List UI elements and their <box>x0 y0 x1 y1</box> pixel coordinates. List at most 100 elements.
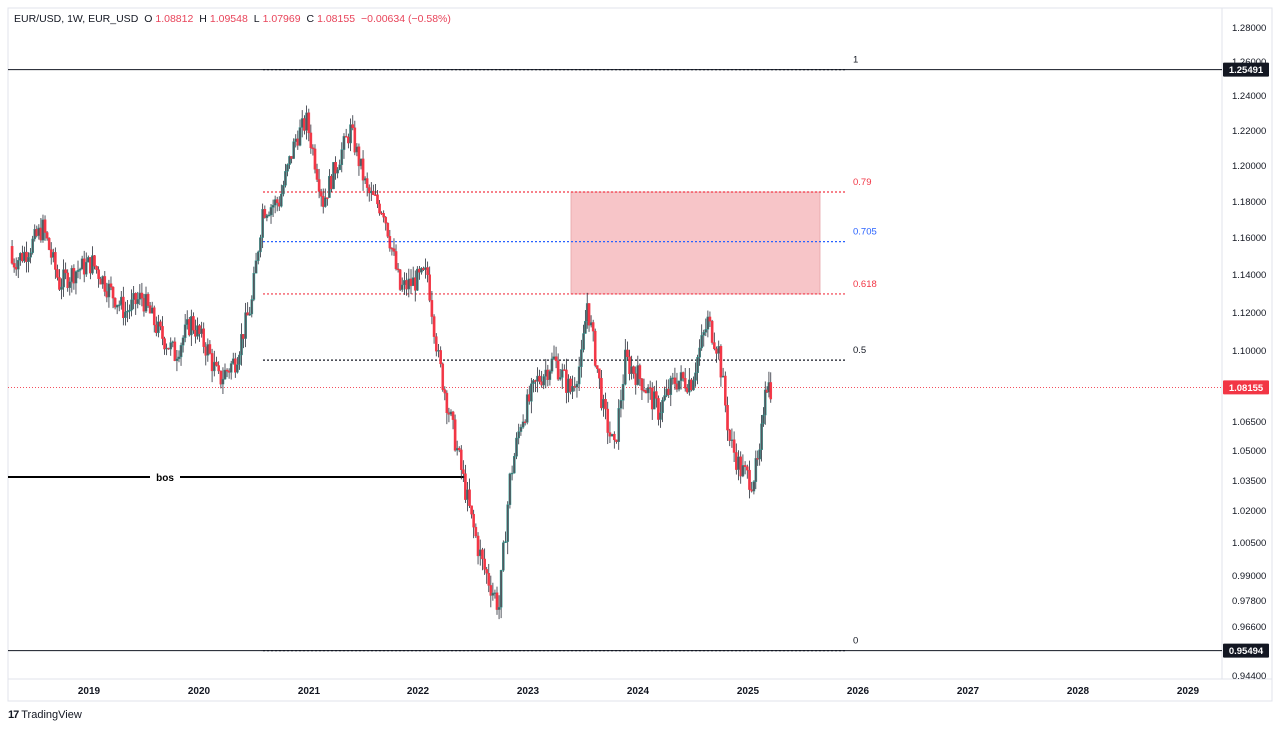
candle-body[interactable] <box>508 473 512 505</box>
candle-body[interactable] <box>64 269 67 274</box>
candle-body[interactable] <box>282 185 285 195</box>
candle-body[interactable] <box>434 336 438 352</box>
candle-body[interactable] <box>513 456 516 474</box>
candle-body[interactable] <box>717 346 721 354</box>
candle-body[interactable] <box>392 248 396 252</box>
candle-body[interactable] <box>624 349 627 385</box>
candle-body[interactable] <box>163 338 166 350</box>
candle-body[interactable] <box>582 333 585 350</box>
candle-body[interactable] <box>181 337 185 346</box>
candle-body[interactable] <box>388 236 392 249</box>
candle-body[interactable] <box>610 433 614 437</box>
candle-body[interactable] <box>483 558 486 570</box>
candle-body[interactable] <box>319 191 323 197</box>
candle-body[interactable] <box>621 384 625 401</box>
candle-body[interactable] <box>439 350 442 365</box>
candle-body[interactable] <box>575 383 579 388</box>
candle-body[interactable] <box>386 222 390 237</box>
candle-body[interactable] <box>12 263 16 268</box>
candle-body[interactable] <box>25 251 28 262</box>
candle-body[interactable] <box>169 342 173 350</box>
candle-body[interactable] <box>657 398 660 420</box>
candle-body[interactable] <box>491 592 495 596</box>
candle-body[interactable] <box>441 363 445 390</box>
candle-body[interactable] <box>737 456 740 470</box>
candle-body[interactable] <box>107 283 111 298</box>
candle-body[interactable] <box>202 328 206 347</box>
candle-body[interactable] <box>542 376 546 386</box>
candle-body[interactable] <box>113 297 117 308</box>
candle-body[interactable] <box>126 310 129 313</box>
candle-body[interactable] <box>600 377 603 409</box>
candle-body[interactable] <box>338 164 342 171</box>
candle-body[interactable] <box>763 389 767 416</box>
candle-body[interactable] <box>517 431 521 439</box>
candle-body[interactable] <box>398 269 402 290</box>
candle-body[interactable] <box>271 205 275 208</box>
candle-body[interactable] <box>365 178 369 188</box>
candle-body[interactable] <box>334 161 337 174</box>
candle-body[interactable] <box>284 171 287 186</box>
candle-body[interactable] <box>221 378 225 385</box>
candle-body[interactable] <box>175 358 179 361</box>
candle-body[interactable] <box>95 266 98 270</box>
candle-body[interactable] <box>580 349 583 367</box>
candle-body[interactable] <box>615 439 618 442</box>
candle-body[interactable] <box>663 395 666 401</box>
candle-body[interactable] <box>769 382 773 400</box>
candle-body[interactable] <box>68 281 72 288</box>
candle-body[interactable] <box>122 296 125 319</box>
candle-body[interactable] <box>495 592 499 610</box>
candle-body[interactable] <box>78 268 82 271</box>
candle-body[interactable] <box>177 356 181 360</box>
candle-body[interactable] <box>451 411 455 420</box>
candle-body[interactable] <box>719 346 723 378</box>
candle-body[interactable] <box>613 433 616 441</box>
candle-body[interactable] <box>236 364 239 373</box>
candle-body[interactable] <box>502 542 505 571</box>
candle-body[interactable] <box>60 286 63 290</box>
candle-body[interactable] <box>655 391 658 399</box>
candle-body[interactable] <box>313 148 317 170</box>
candle-body[interactable] <box>212 361 216 372</box>
candle-body[interactable] <box>361 158 365 181</box>
candle-body[interactable] <box>681 372 685 379</box>
candle-body[interactable] <box>103 276 107 292</box>
candle-body[interactable] <box>420 267 423 273</box>
candle-body[interactable] <box>45 232 49 239</box>
candle-body[interactable] <box>134 293 138 305</box>
candle-body[interactable] <box>159 321 162 327</box>
candle-body[interactable] <box>305 112 308 131</box>
candle-body[interactable] <box>382 213 385 218</box>
candle-body[interactable] <box>587 303 591 326</box>
candle-body[interactable] <box>128 309 131 312</box>
candle-body[interactable] <box>336 169 339 174</box>
candle-body[interactable] <box>459 449 463 470</box>
candle-body[interactable] <box>462 469 465 474</box>
candle-body[interactable] <box>27 257 30 262</box>
candle-body[interactable] <box>669 377 673 395</box>
candle-body[interactable] <box>317 179 321 192</box>
candle-body[interactable] <box>259 237 262 253</box>
candle-body[interactable] <box>62 269 65 288</box>
candle-body[interactable] <box>396 268 400 271</box>
candle-body[interactable] <box>394 251 398 270</box>
candle-body[interactable] <box>43 219 47 233</box>
candle-body[interactable] <box>476 535 480 557</box>
candle-body[interactable] <box>248 313 252 316</box>
candle-body[interactable] <box>532 380 535 384</box>
candle-body[interactable] <box>735 452 738 470</box>
candle-body[interactable] <box>275 199 279 204</box>
candle-body[interactable] <box>702 332 706 336</box>
candle-body[interactable] <box>726 405 729 431</box>
candle-body[interactable] <box>677 380 681 390</box>
candle-body[interactable] <box>10 246 14 264</box>
candle-body[interactable] <box>428 274 431 301</box>
candle-body[interactable] <box>554 356 558 362</box>
candle-body[interactable] <box>521 421 525 428</box>
candle-body[interactable] <box>263 209 267 218</box>
candle-body[interactable] <box>152 307 156 326</box>
candle-body[interactable] <box>530 383 533 402</box>
candle-body[interactable] <box>115 304 119 308</box>
candle-body[interactable] <box>696 357 699 374</box>
